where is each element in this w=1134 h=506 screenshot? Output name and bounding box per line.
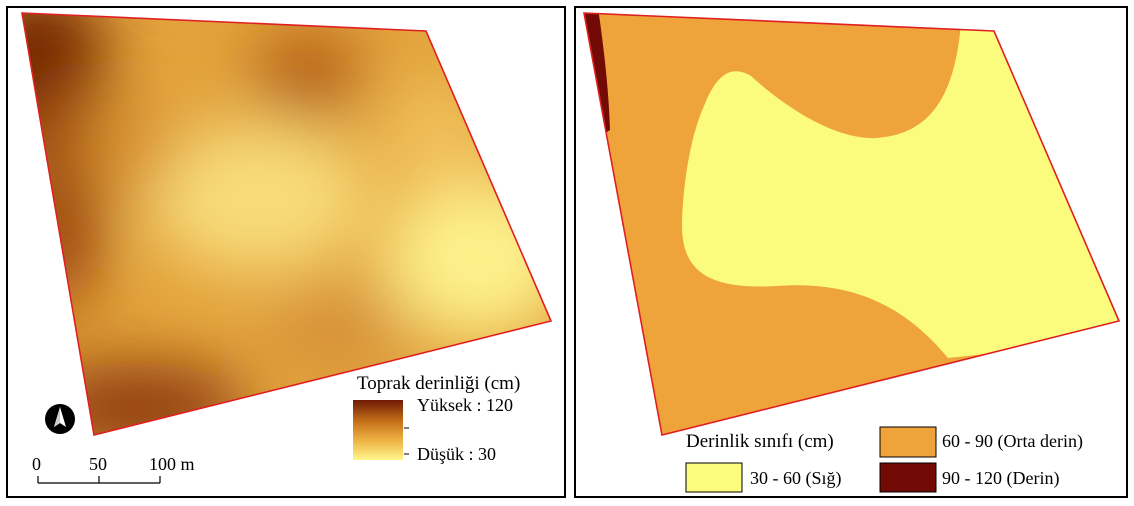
legend-swatch-shallow [685, 462, 743, 493]
soil-depth-class-map [583, 12, 1121, 493]
depth-legend-low-label: Düşük : 30 [417, 444, 497, 464]
soil-depth-class-map-panel: Derinlik sınıfı (cm) 60 - 90 (Orta derin… [574, 6, 1128, 498]
field-boundary [21, 12, 553, 436]
north-arrow-icon [45, 404, 75, 434]
soil-depth-surface-map [21, 12, 553, 484]
legend-swatch-medium-deep [879, 426, 937, 458]
soil-depth-continuous-map-panel: Toprak derinliği (cm) Yüksek : 120 Düşük… [6, 6, 566, 498]
class-legend-label-medium-deep: 60 - 90 (Orta derin) [942, 431, 1083, 451]
class-legend-label-shallow: 30 - 60 (Sığ) [750, 468, 842, 488]
scale-tick-label-0: 0 [32, 454, 41, 474]
scale-bar [37, 476, 161, 484]
class-area-deep [584, 13, 610, 134]
scale-tick-label-50: 50 [89, 454, 107, 474]
scale-tick-label-100: 100 m [149, 454, 195, 474]
depth-legend-ramp [353, 400, 403, 460]
legend-swatch-deep [879, 462, 937, 493]
depth-legend-title: Toprak derinliği (cm) [357, 373, 521, 394]
class-legend-label-deep: 90 - 120 (Derin) [942, 468, 1060, 488]
class-legend-title: Derinlik sınıfı (cm) [686, 431, 834, 452]
field-boundary [583, 12, 1121, 436]
depth-legend-high-label: Yüksek : 120 [417, 395, 513, 415]
soil-class-polygons [584, 13, 1119, 435]
